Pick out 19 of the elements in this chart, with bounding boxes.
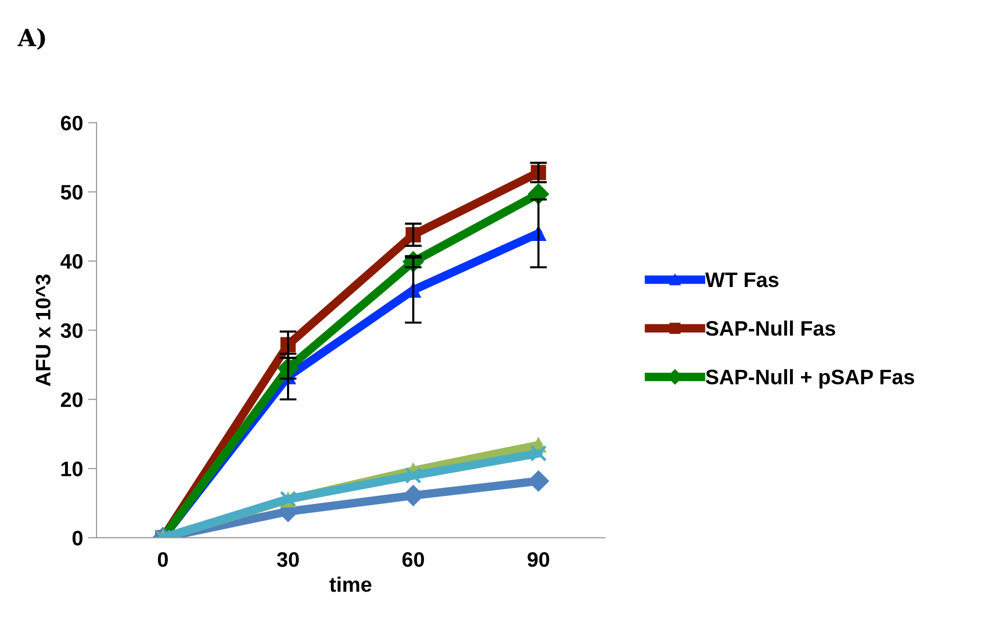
y-tick-label: 40 — [60, 254, 82, 269]
y-tick-label: 30 — [60, 323, 82, 338]
x-axis-title: time — [329, 576, 372, 592]
legend-label: WT Fas — [705, 272, 778, 288]
legend-label: SAP-Null + pSAP Fas — [706, 369, 914, 389]
point — [404, 467, 422, 484]
point — [530, 445, 547, 462]
y-axis-title: AFU x 10^3 — [36, 274, 51, 386]
y-tick-label: 10 — [61, 462, 82, 476]
y-tick-label: 60 — [60, 116, 82, 130]
x-tick-label: 60 — [402, 552, 424, 567]
x-tick-label: 30 — [276, 552, 299, 567]
text: A) — [18, 28, 45, 50]
x-tick-label: 0 — [158, 552, 168, 567]
x-tick-label: 90 — [528, 552, 550, 567]
y-tick-label: 50 — [60, 184, 82, 200]
y-tick-label: 20 — [60, 392, 82, 408]
legend-label: SAP-Null Fas — [706, 320, 836, 336]
y-tick-label: 0 — [72, 530, 82, 546]
